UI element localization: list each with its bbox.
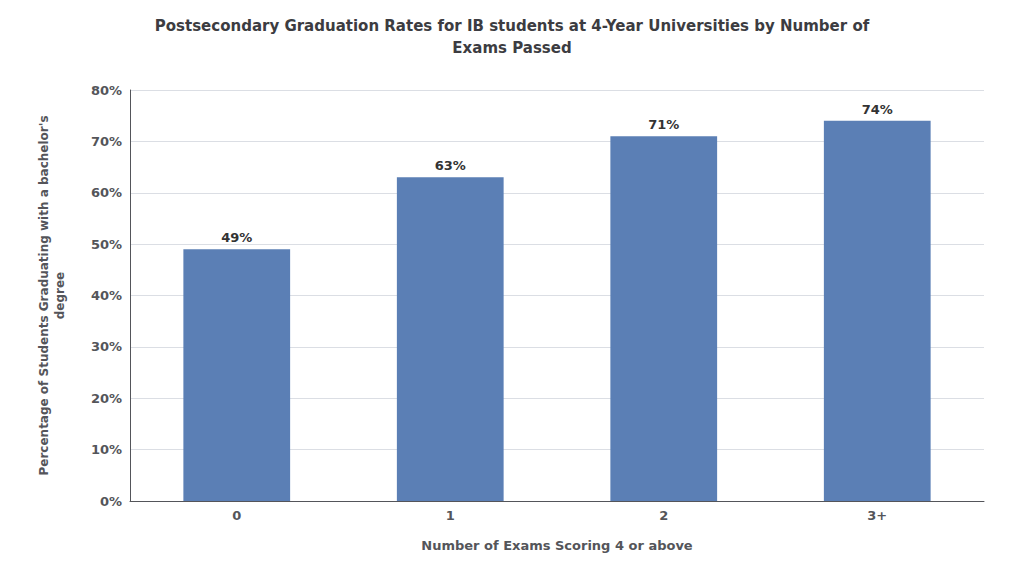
svg-text:Number of Exams Scoring 4 or a: Number of Exams Scoring 4 or above <box>421 538 693 553</box>
svg-text:2: 2 <box>659 508 668 523</box>
svg-text:0: 0 <box>232 508 241 523</box>
svg-text:Postsecondary Graduation Rates: Postsecondary Graduation Rates for IB st… <box>155 17 870 35</box>
svg-text:63%: 63% <box>435 158 466 173</box>
svg-text:3+: 3+ <box>867 508 887 523</box>
svg-text:Exams Passed: Exams Passed <box>452 39 571 57</box>
svg-text:40%: 40% <box>91 288 122 303</box>
svg-text:degree: degree <box>53 272 67 320</box>
svg-text:Percentage of Students Graduat: Percentage of Students Graduating with a… <box>37 115 51 475</box>
svg-text:70%: 70% <box>91 134 122 149</box>
svg-text:50%: 50% <box>91 237 122 252</box>
svg-text:80%: 80% <box>91 83 122 98</box>
svg-text:0%: 0% <box>100 494 122 509</box>
svg-text:74%: 74% <box>862 102 893 117</box>
svg-text:49%: 49% <box>221 230 252 245</box>
svg-text:60%: 60% <box>91 185 122 200</box>
svg-text:20%: 20% <box>91 391 122 406</box>
svg-text:1: 1 <box>446 508 455 523</box>
svg-text:30%: 30% <box>91 339 122 354</box>
svg-text:10%: 10% <box>91 442 122 457</box>
svg-text:71%: 71% <box>648 117 679 132</box>
